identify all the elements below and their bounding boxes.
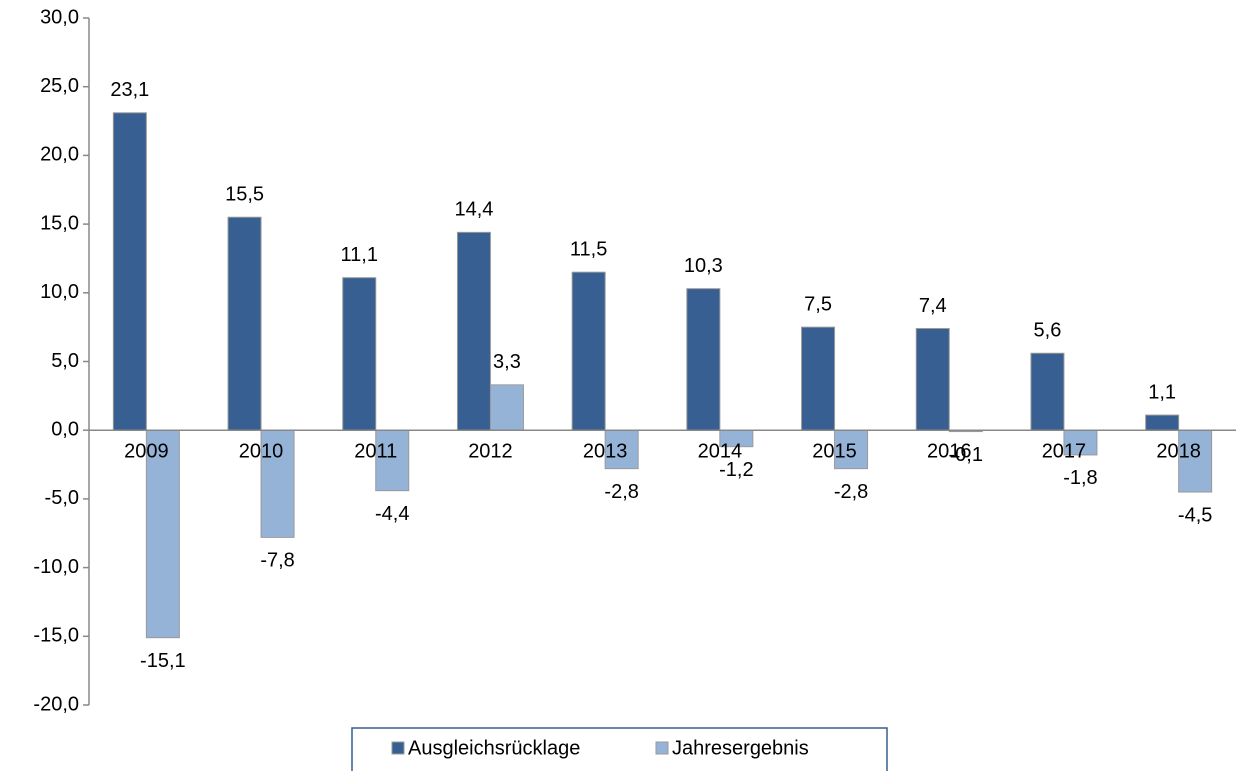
data-label: -2,8 [604, 481, 638, 503]
legend-label: Ausgleichsrücklage [408, 737, 580, 759]
bar [1145, 414, 1180, 431]
y-tick-label: -10,0 [33, 556, 79, 578]
y-tick-label: 25,0 [40, 75, 79, 97]
data-label: -1,8 [1063, 467, 1097, 489]
x-tick-label: 2011 [354, 440, 397, 462]
bar [686, 288, 721, 431]
bar [112, 112, 147, 431]
x-tick-label: 2016 [927, 440, 972, 462]
x-tick-label: 2009 [124, 440, 169, 462]
y-tick-label: 20,0 [40, 144, 79, 166]
data-label: -15,1 [140, 650, 186, 672]
x-tick-label: 2010 [239, 440, 284, 462]
x-tick-label: 2015 [812, 440, 857, 462]
data-label: 10,3 [684, 255, 723, 277]
y-tick-label: 15,0 [40, 212, 79, 234]
data-label: -0,1 [949, 444, 983, 466]
data-label: 7,4 [919, 295, 947, 317]
x-tick-label: 2018 [1156, 440, 1201, 462]
data-label: 3,3 [493, 351, 521, 373]
data-label: 7,5 [804, 293, 832, 315]
y-tick-label: 5,0 [51, 350, 79, 372]
y-tick-label: -15,0 [33, 625, 79, 647]
bar [801, 326, 836, 431]
legend-box [351, 727, 888, 771]
y-tick-label: -5,0 [45, 487, 79, 509]
x-tick-label: 2012 [468, 440, 513, 462]
data-label: -2,8 [834, 481, 868, 503]
legend-swatch [655, 741, 669, 755]
bar [227, 216, 262, 431]
y-tick-label: 0,0 [51, 418, 79, 440]
data-label: 5,6 [1034, 320, 1062, 342]
bar [1063, 429, 1098, 456]
bar [342, 277, 377, 431]
bar [571, 271, 606, 431]
data-label: -4,5 [1178, 504, 1212, 526]
bar [1030, 352, 1065, 431]
data-label: 1,1 [1148, 381, 1176, 403]
bar [915, 328, 950, 431]
bar [1178, 429, 1213, 493]
data-label: -4,4 [375, 503, 409, 525]
data-label: 11,5 [570, 238, 607, 260]
legend-swatch [391, 741, 405, 755]
x-tick-label: 2017 [1042, 440, 1087, 462]
data-label: 23,1 [110, 79, 149, 101]
bar [145, 429, 180, 639]
y-tick-label: -20,0 [33, 693, 79, 715]
y-tick-label: 10,0 [40, 281, 79, 303]
bar [489, 384, 524, 431]
x-tick-label: 2014 [698, 440, 743, 462]
data-label: 15,5 [225, 184, 264, 206]
data-label: -7,8 [260, 550, 294, 572]
data-label: 11,1 [341, 244, 378, 266]
bar [456, 231, 491, 431]
data-label: -1,2 [719, 459, 753, 481]
data-label: 14,4 [454, 199, 493, 221]
y-tick-label: 30,0 [40, 6, 79, 28]
legend-label: Jahresergebnis [672, 737, 809, 759]
x-tick-label: 2013 [583, 440, 628, 462]
